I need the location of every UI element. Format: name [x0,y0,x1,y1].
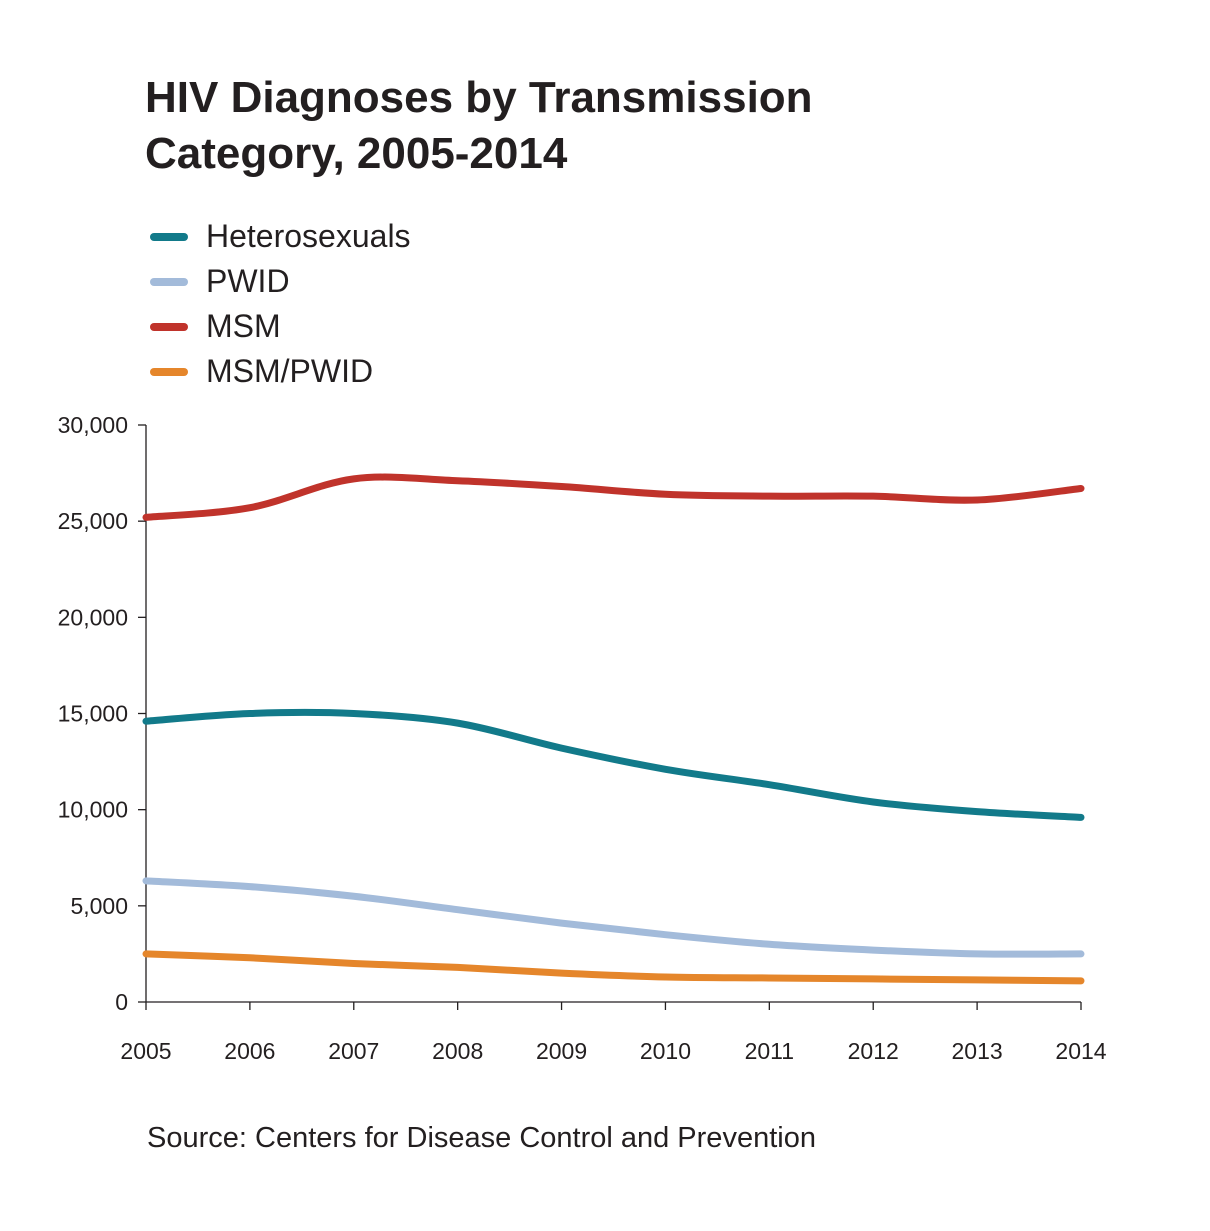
legend-swatch-pwid [150,277,188,286]
x-tick-label: 2006 [224,1038,275,1064]
legend-label-msm-pwid: MSM/PWID [206,353,374,389]
y-tick-label: 30,000 [58,412,128,438]
y-tick-label: 25,000 [58,508,128,534]
legend: Heterosexuals PWID MSM MSM/PWID [150,214,411,394]
y-tick-label: 0 [115,989,128,1015]
x-tick-label: 2007 [328,1038,379,1064]
x-tick-label: 2014 [1055,1038,1106,1064]
legend-item-msm: MSM [150,304,411,349]
x-tick-label: 2012 [848,1038,899,1064]
legend-item-msm-pwid: MSM/PWID [150,349,411,394]
series-line-pwid [142,877,1085,958]
chart-title-line-1: HIV Diagnoses by Transmission [145,73,813,122]
x-tick-label: 2008 [432,1038,483,1064]
chart-title-line-2: Category, 2005-2014 [145,129,568,178]
y-tick-label: 15,000 [58,701,128,727]
legend-item-heterosexuals: Heterosexuals [150,214,411,259]
y-tick-label: 10,000 [58,797,128,823]
chart-series [142,473,1085,985]
legend-swatch-msm [150,322,188,331]
chart-axes: 0 5,000 10,000 15,000 20,000 25,000 30,000 2005… [58,412,1107,1064]
legend-label-heterosexuals: Heterosexuals [206,218,411,254]
y-tick-label: 5,000 [70,893,128,919]
series-line-msm-pwid [142,950,1085,985]
legend-swatch-heterosexuals [150,232,188,241]
series-line-msm [142,473,1085,521]
series-line-heterosexuals [142,708,1085,821]
x-tick-label: 2011 [745,1038,794,1064]
legend-label-pwid: PWID [206,263,290,299]
chart-title: HIV Diagnoses by Transmission Category, … [145,70,1045,182]
x-tick-label: 2013 [952,1038,1003,1064]
source-note: Source: Centers for Disease Control and … [147,1122,816,1154]
legend-item-pwid: PWID [150,259,411,304]
x-tick-label: 2009 [536,1038,587,1064]
y-tick-label: 20,000 [58,604,128,630]
legend-swatch-msm-pwid [150,367,188,376]
x-tick-label: 2005 [120,1038,171,1064]
x-tick-label: 2010 [640,1038,691,1064]
legend-label-msm: MSM [206,308,281,344]
